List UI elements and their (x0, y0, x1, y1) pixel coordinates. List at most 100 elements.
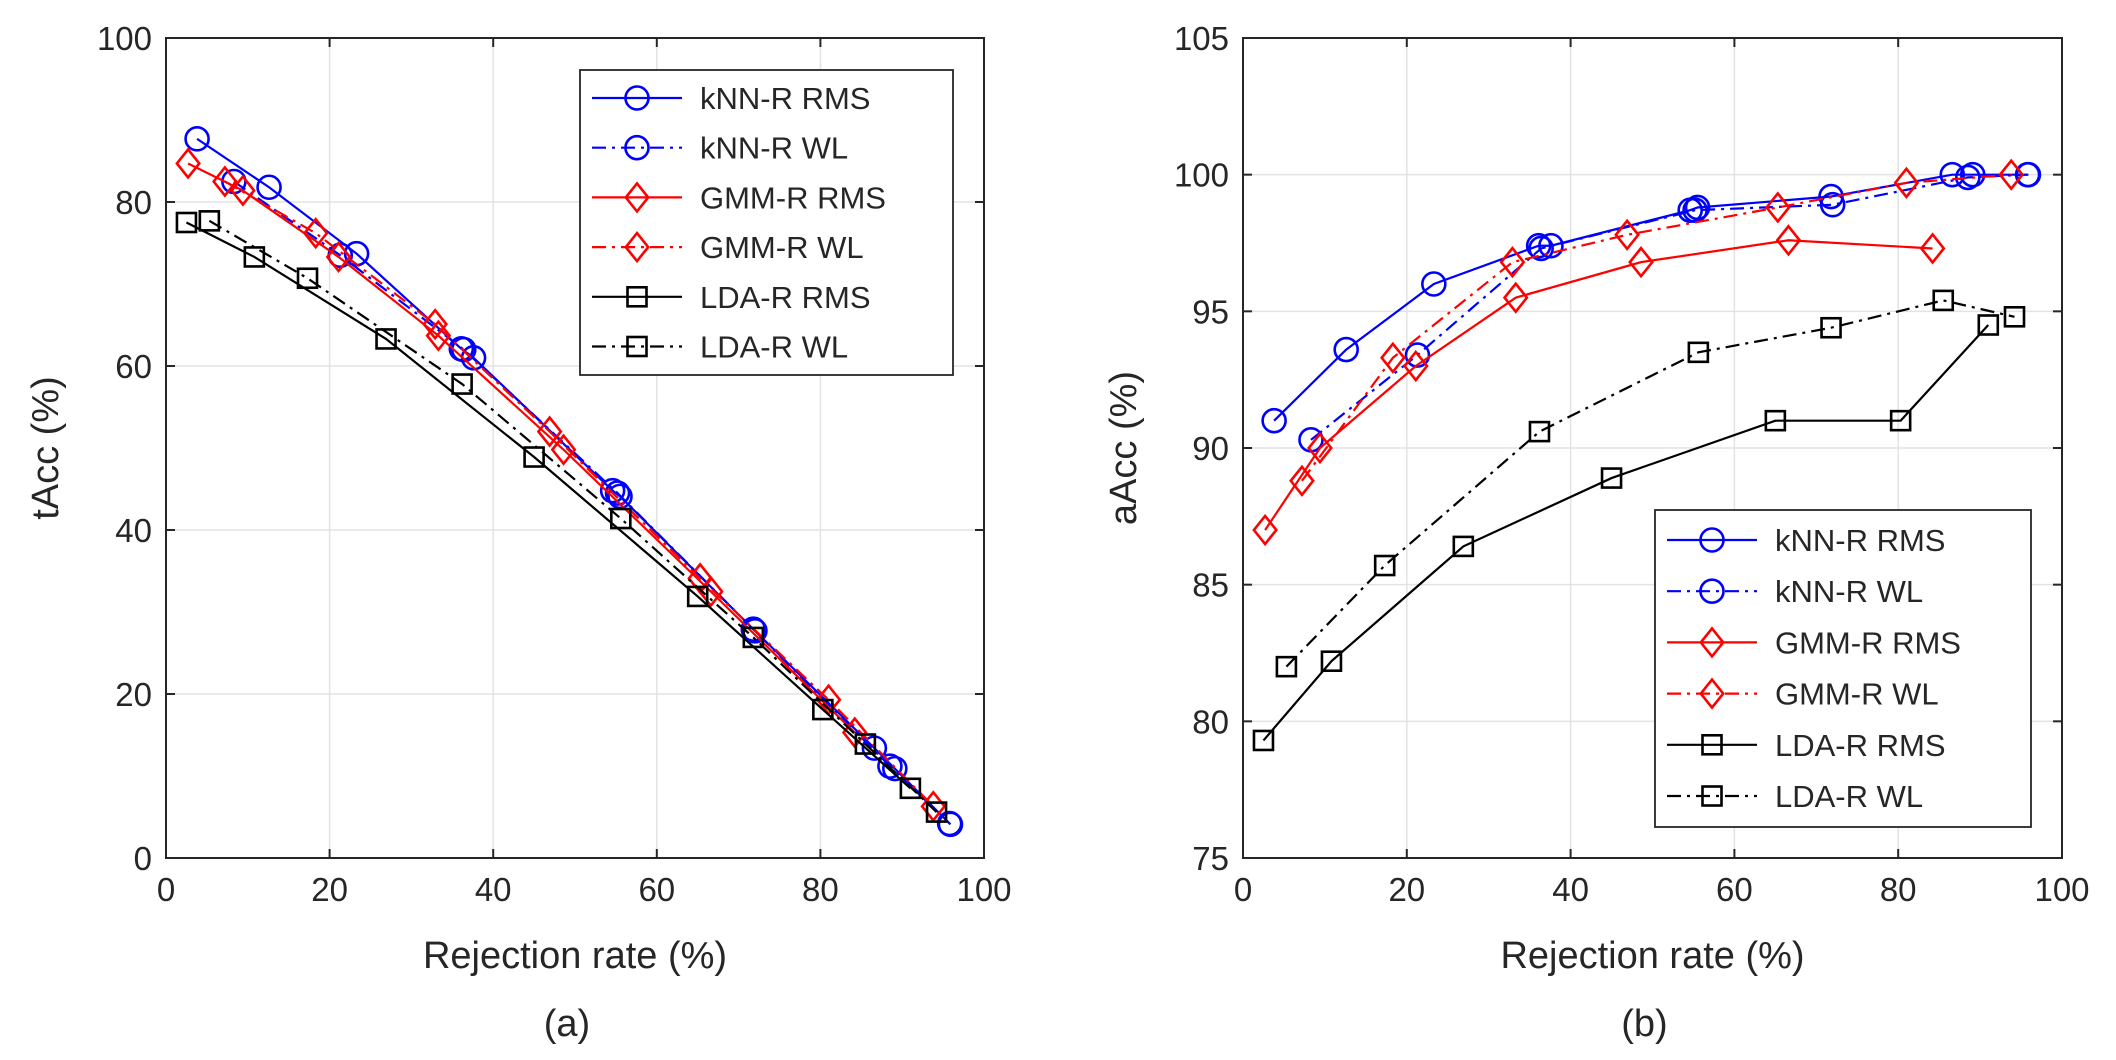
y-tick-label: 20 (115, 676, 152, 713)
data-point (1252, 513, 1278, 547)
y-tick-label: 40 (115, 512, 152, 549)
series-line (1273, 173, 2029, 422)
data-point (1289, 464, 1315, 497)
data-point (936, 810, 963, 837)
legend-marker (624, 181, 650, 214)
series-lda-r-wl (198, 210, 948, 823)
legend-entry: GMM-R RMS (1667, 625, 1961, 660)
legend-box (1654, 509, 2032, 828)
data-point (2003, 305, 2026, 328)
x-axis-label: Rejection rate (%) (1500, 935, 1804, 977)
data-point (212, 165, 238, 198)
data-point (1819, 191, 1846, 218)
legend-marker (626, 335, 648, 358)
data-point (325, 240, 352, 274)
data-point (184, 126, 210, 152)
data-point (1600, 467, 1623, 489)
legend-marker (1699, 677, 1725, 710)
data-point (296, 267, 319, 290)
legend-entry: kNN-R WL (592, 131, 848, 166)
legend-label: kNN-R WL (1775, 574, 1923, 609)
data-point (1684, 194, 1711, 221)
legend-label: kNN-R RMS (1775, 523, 1946, 558)
legend-label: GMM-R WL (1775, 677, 1939, 712)
data-point (604, 480, 631, 506)
x-tick-label: 40 (1552, 871, 1589, 908)
legend-entry: GMM-R WL (1667, 677, 1939, 712)
y-tick-label: 80 (115, 184, 152, 221)
data-point (1775, 224, 1802, 257)
legend-marker (1699, 527, 1725, 553)
data-point (1373, 554, 1396, 577)
legend-marker (1701, 785, 1723, 807)
data-point (1764, 409, 1787, 432)
data-point (1939, 161, 1966, 188)
x-tick-label: 100 (2034, 871, 2089, 908)
data-point (523, 446, 545, 468)
y-tick-label: 95 (1192, 293, 1229, 330)
data-point (610, 507, 632, 530)
x-axis-label: Rejection rate (%) (423, 935, 727, 977)
legend-marker (1699, 626, 1725, 659)
data-point (198, 210, 221, 232)
data-point (1402, 349, 1429, 383)
legend-entry: LDA-R RMS (592, 280, 871, 315)
x-tick-label: 60 (1716, 871, 1753, 908)
data-point (1499, 246, 1526, 279)
data-point (1380, 341, 1406, 374)
y-tick-label: 60 (115, 348, 152, 385)
data-point (175, 147, 201, 180)
legend-marker (1701, 733, 1723, 756)
series-line (1285, 299, 2015, 668)
data-point (2014, 161, 2041, 188)
series-line (196, 137, 952, 826)
y-tick-label: 85 (1192, 567, 1229, 604)
x-tick-label: 0 (1234, 871, 1252, 908)
data-point (812, 698, 834, 721)
data-point (1959, 161, 1986, 188)
data-point (1333, 336, 1359, 363)
x-tick-label: 20 (311, 871, 348, 908)
data-point (1889, 409, 1912, 432)
legend-marker (1699, 578, 1725, 605)
data-point (175, 211, 198, 234)
data-point (1538, 232, 1564, 259)
series-line (208, 219, 938, 813)
legend-label: LDA-R WL (1775, 779, 1923, 814)
legend-label: LDA-R RMS (700, 280, 871, 315)
data-point (1307, 431, 1333, 465)
tick-labels: 0 20 40 60 80 100 0 20 40 60 80 100 (97, 20, 1012, 908)
x-tick-label: 80 (802, 871, 839, 908)
legend: kNN-R RMS kNN-R WL GMM-R RMS GMM-R WL LDA-R … (579, 69, 954, 376)
y-tick-label: 80 (1192, 703, 1229, 740)
data-point (1525, 232, 1552, 259)
series-gmm-r-rms (1252, 224, 1946, 547)
data-point (230, 174, 256, 207)
series-gmm-r-wl (1289, 158, 2025, 497)
legend-marker (626, 285, 648, 308)
data-point (1502, 281, 1529, 314)
data-point (742, 626, 765, 649)
data-point (1275, 655, 1298, 678)
data-point (925, 801, 948, 823)
data-point (877, 753, 903, 779)
y-axis-label: aAcc (%) (1103, 371, 1145, 525)
data-point (1452, 535, 1475, 558)
data-point (1955, 164, 1981, 191)
data-point (1614, 218, 1640, 251)
data-point (1820, 316, 1842, 339)
y-tick-label: 90 (1192, 430, 1229, 467)
series-lda-r-wl (1275, 289, 2026, 678)
data-point (1932, 289, 1955, 312)
legend-entry: kNN-R RMS (592, 81, 871, 116)
data-point (687, 562, 714, 595)
data-point (1998, 158, 2025, 191)
chart-panel-b: 0 20 40 60 80 100 75 80 85 90 95 100 105 Rejection ra… (1103, 20, 2090, 1045)
y-tick-label: 75 (1192, 840, 1229, 877)
legend-entry: GMM-R RMS (592, 180, 886, 215)
legend-box (579, 69, 954, 376)
axes-box (165, 37, 985, 859)
series-line (1264, 239, 1933, 531)
data-point (1818, 183, 1844, 210)
